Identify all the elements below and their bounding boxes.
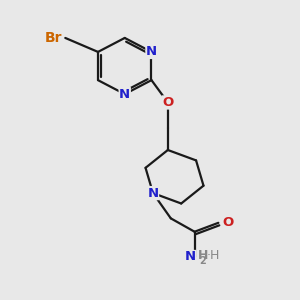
Text: H: H <box>198 249 208 262</box>
Text: N: N <box>147 187 158 200</box>
Text: Br: Br <box>45 31 62 45</box>
Text: N: N <box>119 88 130 100</box>
Text: O: O <box>162 96 173 109</box>
Text: O: O <box>223 216 234 229</box>
Text: N: N <box>184 250 196 263</box>
Text: N: N <box>146 45 157 58</box>
Text: 2: 2 <box>200 256 206 266</box>
Text: ·H: ·H <box>206 249 220 262</box>
